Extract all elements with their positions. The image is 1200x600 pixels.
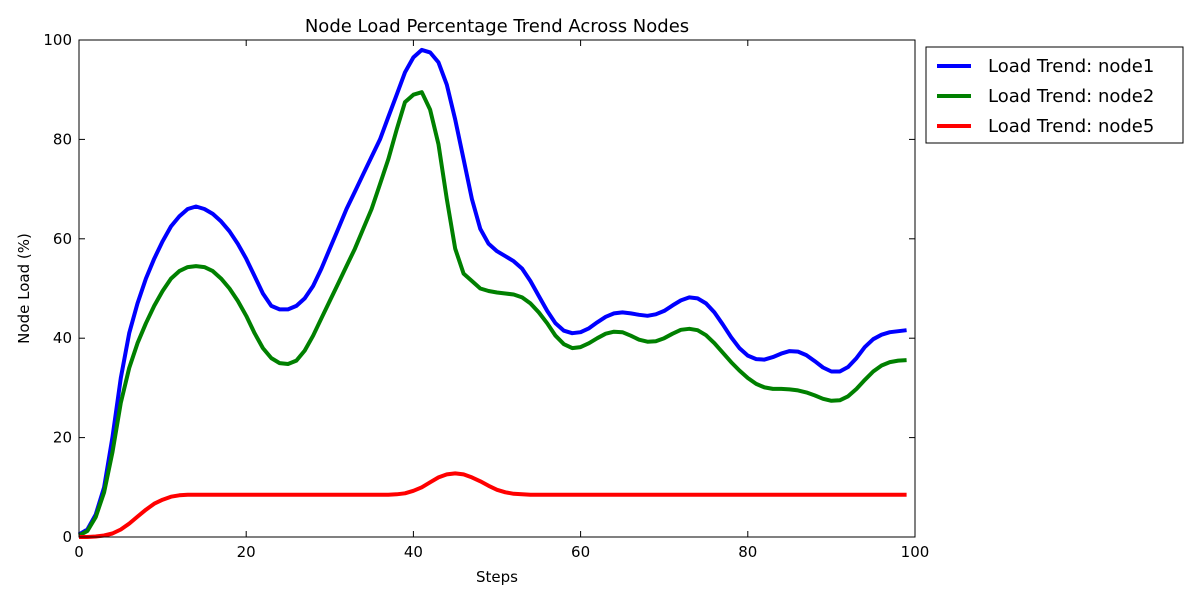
y-tick-label: 20: [53, 429, 72, 447]
legend-label-1: Load Trend: node1: [988, 56, 1154, 77]
series-line-3: [79, 473, 907, 537]
y-tick-label: 0: [62, 528, 72, 546]
series-line-2: [79, 92, 907, 535]
x-tick-label: 80: [738, 543, 757, 561]
chart-title: Node Load Percentage Trend Across Nodes: [305, 16, 689, 37]
y-tick-label: 60: [53, 230, 72, 248]
x-tick-label: 20: [237, 543, 256, 561]
y-tick-label: 100: [43, 31, 72, 49]
x-tick-label: 40: [404, 543, 423, 561]
plot-frame: [79, 40, 915, 537]
series-layer: [79, 50, 907, 537]
y-tick-label: 40: [53, 329, 72, 347]
legend-label-3: Load Trend: node5: [988, 116, 1154, 137]
tick-layer: 0 20 40 60 80 100 0 20 40 60 80 100: [43, 31, 929, 561]
x-tick-label: 0: [74, 543, 84, 561]
x-tick-label: 60: [571, 543, 590, 561]
y-axis-label: Node Load (%): [15, 233, 33, 344]
legend: Load Trend: node1 Load Trend: node2 Load T…: [926, 47, 1183, 143]
x-axis-label: Steps: [476, 568, 518, 586]
x-tick-label: 100: [901, 543, 930, 561]
y-tick-label: 80: [53, 130, 72, 148]
legend-label-2: Load Trend: node2: [988, 86, 1154, 107]
